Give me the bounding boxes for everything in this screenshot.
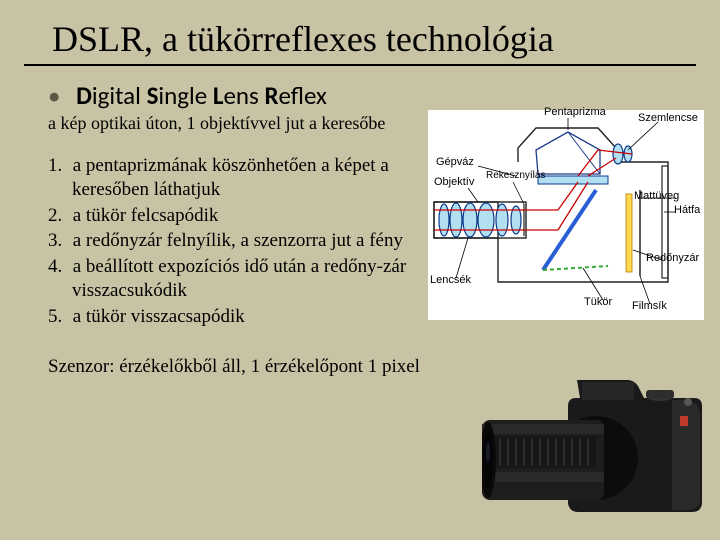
label-pentaprizma: Pentaprizma (544, 106, 606, 118)
label-gepvaz: Gépváz (436, 156, 474, 168)
step-item: 4. a beállított expozíciós idő után a re… (48, 255, 418, 303)
label-tukor: Tükör (584, 296, 612, 308)
label-redonyzar: Redőnyzár (646, 252, 699, 264)
steps-list: 1. a pentaprizmának köszönhetően a képet… (48, 154, 418, 330)
label-objektiv: Objektív (434, 176, 474, 188)
subtitle: Digital Single Lens Reflex (76, 80, 327, 111)
step-item: 2. a tükör felcsapódik (48, 204, 418, 228)
label-hatfa: Hátfa (674, 204, 700, 216)
page-title: DSLR, a tükörreflexes technológia (24, 0, 696, 66)
step-item: 5. a tükör visszacsapódik (48, 305, 418, 329)
step-item: 3. a redőnyzár felnyílik, a szenzorra ju… (48, 229, 418, 253)
dslr-cutaway-diagram: Pentaprizma Szemlencse Gépváz Objektív R… (428, 110, 704, 320)
label-filmsik: Filmsík (632, 300, 667, 312)
label-szemlencse: Szemlencse (638, 112, 698, 124)
label-mattuveg: Mattüveg (634, 190, 679, 202)
dslr-camera-image (482, 372, 704, 522)
step-item: 1. a pentaprizmának köszönhetően a képet… (48, 154, 418, 202)
label-lencsek: Lencsék (430, 274, 471, 286)
label-rekesznyilas: Rekesznyílás (486, 170, 545, 181)
bullet-icon: • (48, 80, 70, 111)
subtitle-row: • Digital Single Lens Reflex (0, 80, 720, 111)
